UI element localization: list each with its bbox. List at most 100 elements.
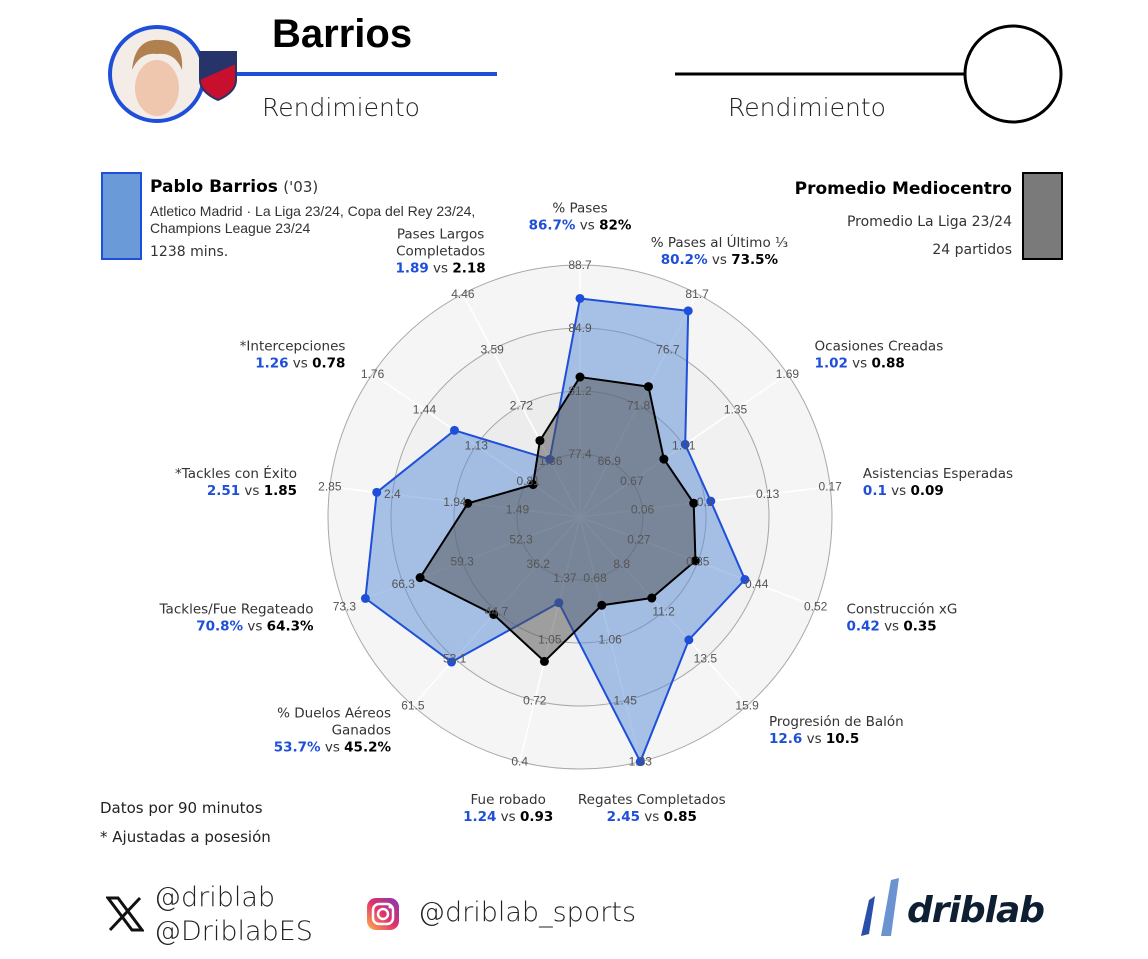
- axis-label: Fue robado 1.24 vs 0.93: [463, 792, 553, 825]
- tick-label: 1.45: [614, 694, 638, 708]
- player-point: [680, 439, 690, 449]
- tick-label: 8.8: [613, 557, 630, 571]
- average-point: [463, 498, 473, 508]
- tick-label: 1.83: [629, 755, 653, 769]
- axis-label-line: Regates Completados: [578, 792, 726, 808]
- tick-label: 81.7: [685, 287, 709, 301]
- vs-word: vs: [880, 619, 904, 635]
- average-point: [690, 556, 700, 566]
- tick-label: 0.52: [804, 599, 828, 613]
- axis-label-line: % Pases: [552, 201, 607, 217]
- average-point: [489, 609, 499, 619]
- x-handle-1[interactable]: @driblab: [154, 882, 276, 913]
- axis-label: Regates Completados 2.45 vs 0.85: [578, 792, 726, 825]
- average-name: Promedio Mediocentro: [794, 179, 1012, 199]
- player-value: 53.7%: [274, 739, 321, 755]
- average-value: 82%: [599, 218, 632, 234]
- tick-label: 13.5: [694, 651, 718, 665]
- player-value: 1.26: [255, 356, 288, 372]
- axis-label: *Intercepciones 1.26 vs 0.78: [240, 339, 346, 372]
- note-per90: Datos por 90 minutos: [100, 799, 263, 817]
- player-point: [447, 657, 457, 667]
- right-subtitle: Rendimiento: [728, 93, 886, 122]
- axis-label-line: Pases Largos: [397, 226, 484, 242]
- average-value: 0.85: [664, 809, 697, 825]
- club-crest-band: [200, 52, 236, 80]
- average-value: 0.88: [871, 356, 904, 372]
- tick-label: 81.2: [568, 384, 592, 398]
- player-legend-title: Pablo Barrios ('03): [150, 177, 318, 197]
- axis-label-line: Progresión de Balón: [769, 714, 904, 730]
- tick-label: 11.2: [652, 604, 675, 618]
- driblab-logo-text: driblab: [907, 890, 1045, 931]
- average-point: [647, 593, 657, 603]
- vs-word: vs: [240, 483, 264, 499]
- average-point: [415, 573, 425, 583]
- average-point: [689, 498, 699, 508]
- average-point: [535, 436, 545, 446]
- tick-label: 1.44: [413, 403, 437, 417]
- tick-label: 0.13: [756, 487, 780, 501]
- player-value: 12.6: [769, 731, 802, 747]
- axis-label: Pases Largos Completados 1.89 vs 2.18: [395, 226, 485, 276]
- tick-label: 84.9: [568, 321, 592, 335]
- player-minutes: 1238 mins.: [150, 244, 229, 260]
- tick-label: 66.9: [598, 454, 622, 468]
- player-hair: [132, 39, 183, 70]
- axis-label-line: *Tackles con Éxito: [175, 465, 297, 482]
- vs-word: vs: [243, 619, 267, 635]
- player-value: 0.1: [863, 483, 887, 499]
- instagram-handle[interactable]: @driblab_sports: [418, 897, 637, 928]
- vs-word: vs: [848, 356, 872, 372]
- tick-label: 36.2: [527, 557, 551, 571]
- header-graphics: [108, 24, 1063, 124]
- tick-label: 1.49: [506, 502, 530, 516]
- tick-label: 15.9: [735, 699, 759, 713]
- tick-label: 0.27: [627, 532, 651, 546]
- tick-label: 4.46: [451, 287, 475, 301]
- tick-label: 1.86: [539, 454, 563, 468]
- x-icon: [106, 896, 144, 932]
- average-value: 45.2%: [344, 739, 391, 755]
- tick-label: 3.59: [480, 343, 504, 357]
- axis-label-line: Fue robado: [471, 792, 546, 808]
- tick-label: 76.7: [656, 343, 680, 357]
- vs-word: vs: [708, 252, 732, 268]
- player-point: [635, 757, 645, 767]
- tick-label: 2.4: [384, 487, 401, 501]
- vs-word: vs: [429, 260, 453, 276]
- average-value: 0.35: [903, 619, 936, 635]
- player-value: 2.45: [607, 809, 640, 825]
- average-matches: 24 partidos: [932, 242, 1012, 258]
- tick-label: 0.68: [583, 571, 607, 585]
- vs-word: vs: [575, 218, 599, 234]
- x-handle-2[interactable]: @DriblabES: [154, 916, 313, 947]
- tick-label: 66.3: [392, 577, 416, 591]
- note-adjusted: * Ajustadas a posesión: [100, 828, 271, 846]
- driblab-logo-icon: [861, 878, 899, 936]
- vs-word: vs: [640, 809, 664, 825]
- axis-label-line: Tackles/Fue Regateado: [159, 602, 314, 618]
- tick-label: 1.01: [672, 438, 696, 452]
- average-point: [528, 480, 538, 490]
- tick-label: 77.4: [568, 447, 592, 461]
- axis-label: % Duelos Aéreos Ganados 53.7% vs 45.2%: [274, 705, 392, 755]
- tick-label: 0.35: [686, 555, 710, 569]
- player-point: [360, 593, 370, 603]
- axis-label: Construcción xG 0.42 vs 0.35: [846, 602, 957, 635]
- vs-word: vs: [887, 483, 911, 499]
- average-point: [643, 382, 653, 392]
- comparison-avatar-empty: [963, 24, 1063, 124]
- instagram-icon: [367, 898, 399, 930]
- average-value: 64.3%: [267, 619, 314, 635]
- axis-label: Asistencias Esperadas 0.1 vs 0.09: [863, 466, 1013, 499]
- vs-word: vs: [496, 809, 520, 825]
- tick-label: 2.85: [318, 480, 342, 494]
- axis-label-line: Ocasiones Creadas: [815, 339, 944, 355]
- axis-label-line: Asistencias Esperadas: [863, 466, 1013, 482]
- tick-label: 71.8: [627, 398, 651, 412]
- average-point: [659, 454, 669, 464]
- average-point: [575, 372, 585, 382]
